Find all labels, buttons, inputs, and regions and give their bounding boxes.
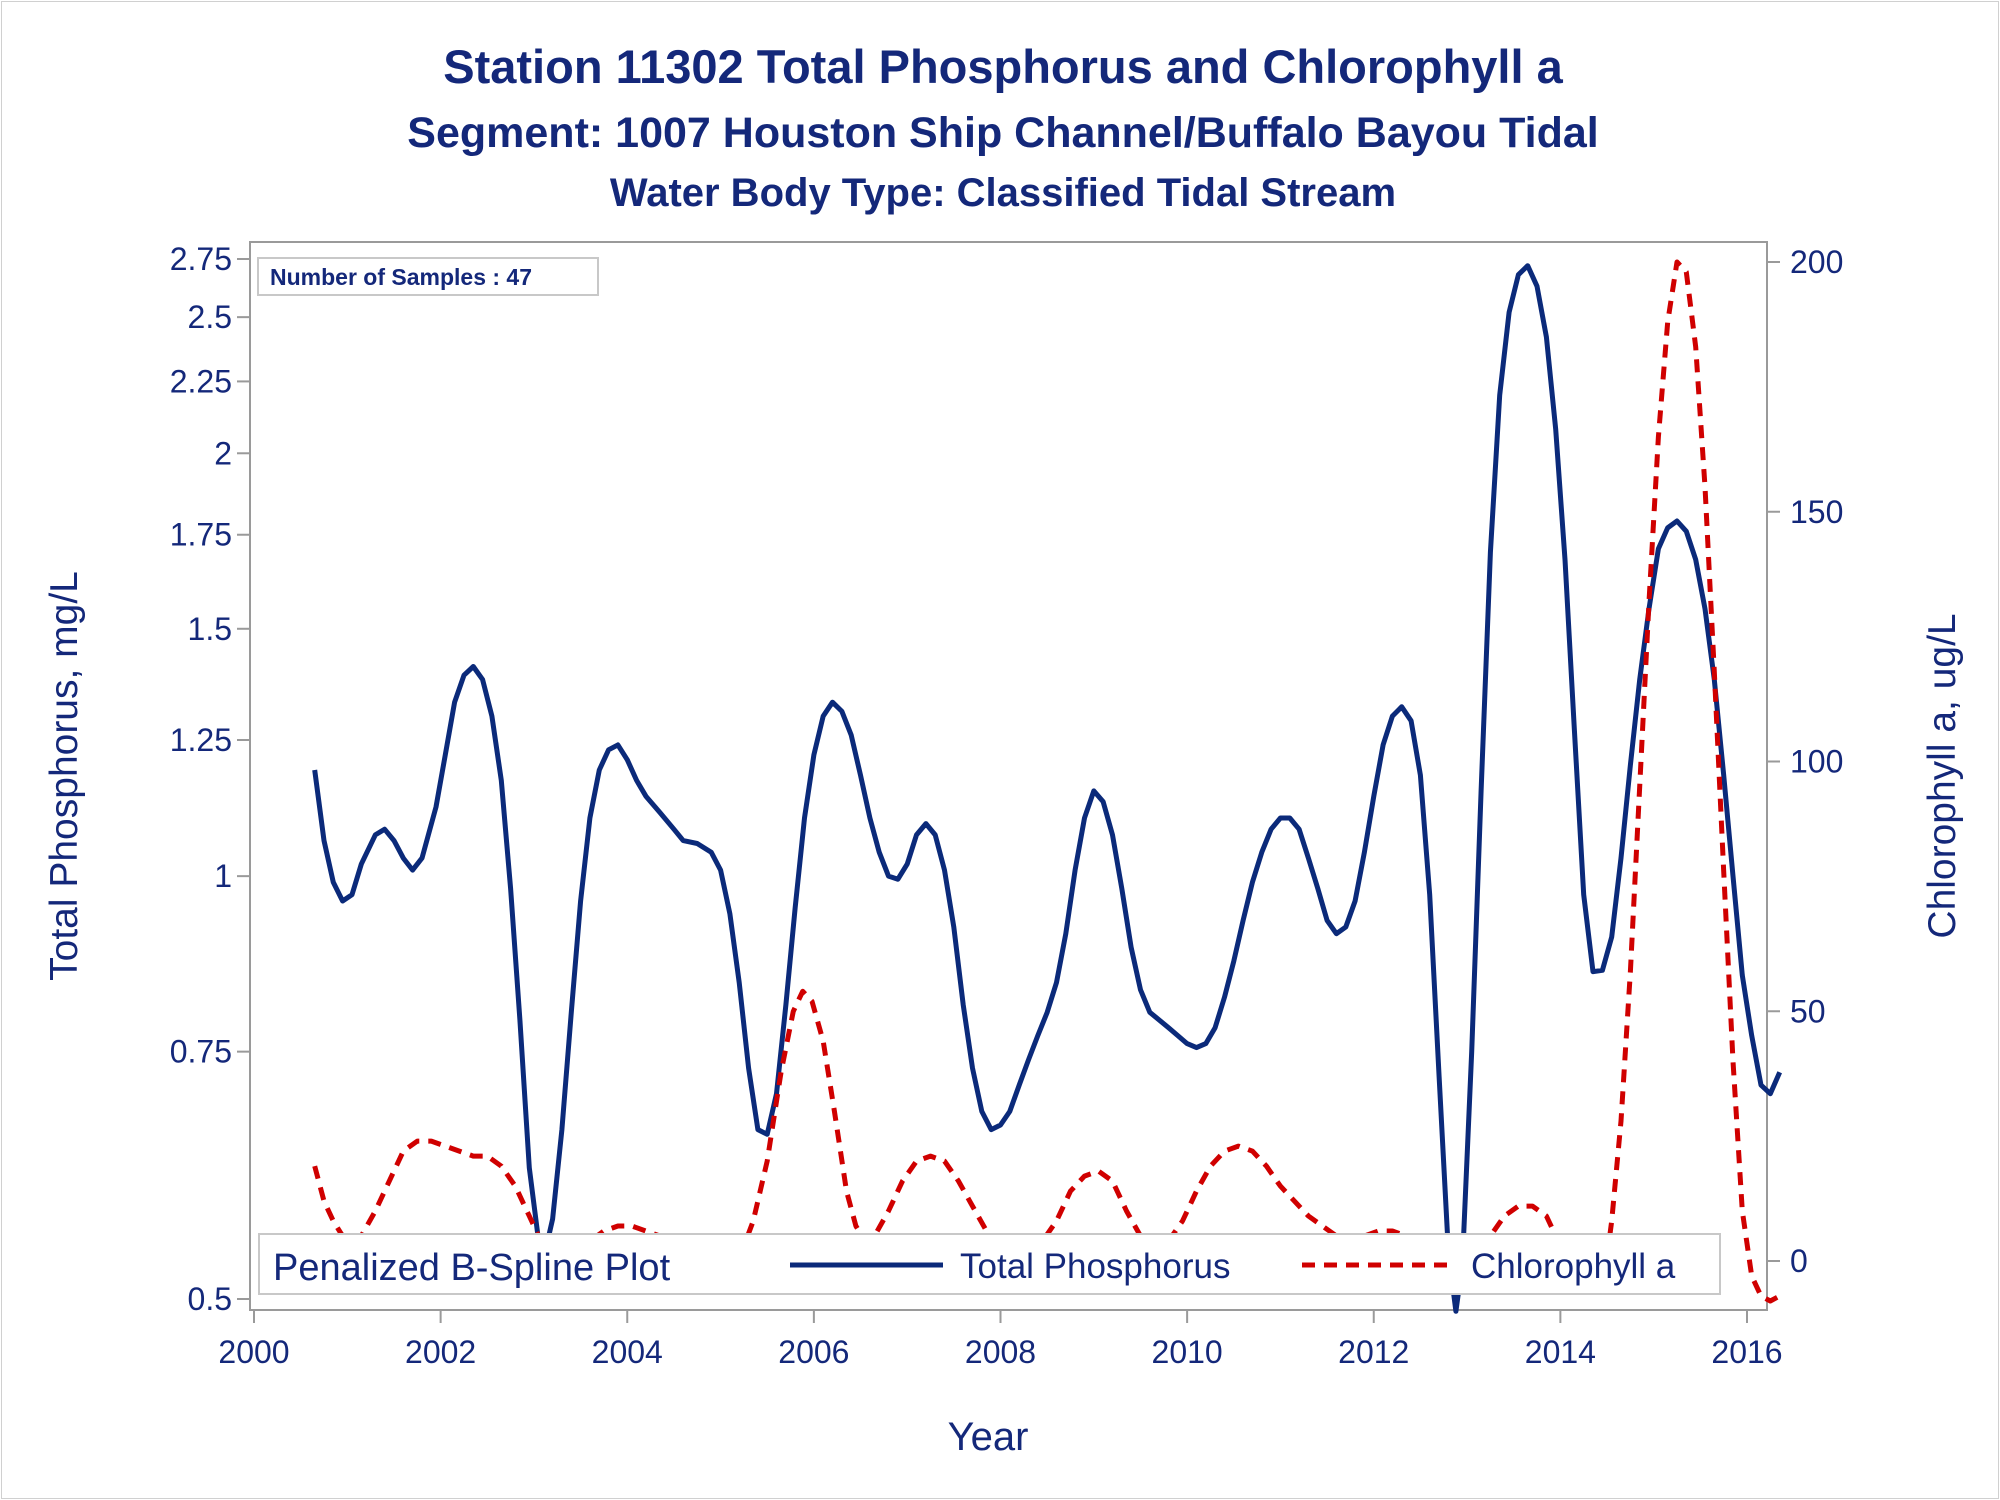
y-tick-label: 1.75 — [170, 517, 232, 553]
x-tick-label: 2016 — [1711, 1334, 1782, 1370]
sample-count-text: Number of Samples : 47 — [270, 264, 532, 290]
y2-tick-label: 0 — [1790, 1243, 1808, 1279]
y2-axis-label: Chlorophyll a, ug/L — [1921, 613, 1964, 938]
x-tick-label: 2004 — [592, 1334, 663, 1370]
y-tick-label: 1.5 — [188, 611, 232, 647]
y-axis-label: Total Phosphorus, mg/L — [43, 571, 86, 981]
chart-subtitle-waterbody: Water Body Type: Classified Tidal Stream — [610, 171, 1396, 215]
y2-tick-label: 100 — [1790, 744, 1843, 780]
y2-tick-label: 50 — [1790, 993, 1826, 1029]
y-tick-label: 2.25 — [170, 363, 232, 399]
plot-area — [249, 241, 1768, 1311]
x-tick-label: 2012 — [1338, 1334, 1409, 1370]
chart-title: Station 11302 Total Phosphorus and Chlor… — [443, 40, 1563, 93]
legend-chl-label: Chlorophyll a — [1471, 1247, 1676, 1286]
legend-tp-label: Total Phosphorus — [960, 1247, 1230, 1286]
y-tick-label: 2 — [214, 435, 232, 471]
total-phosphorus-series-line — [312, 263, 1782, 1314]
y-axis-left: 0.5 0.75 1 1.25 1.5 1.75 2 2.25 2.5 2.75 — [170, 241, 250, 1317]
x-axis-label: Year — [948, 1415, 1029, 1459]
sample-count-box — [257, 257, 599, 296]
legend-title: Penalized B-Spline Plot — [273, 1247, 671, 1289]
x-tick-label: 2014 — [1525, 1334, 1596, 1370]
y-axis-right: 0 50 100 150 200 — [1767, 244, 1843, 1279]
legend-box — [258, 1233, 1721, 1295]
y-tick-label: 1.25 — [170, 722, 232, 758]
x-tick-label: 2010 — [1152, 1334, 1223, 1370]
x-axis: 2000 2002 2004 2006 2008 2010 2012 2014 2016 — [218, 1310, 1783, 1370]
x-tick-label: 2000 — [218, 1334, 289, 1370]
y-tick-label: 0.75 — [170, 1034, 232, 1070]
x-tick-label: 2002 — [405, 1334, 476, 1370]
y-tick-label: 0.5 — [188, 1281, 232, 1317]
y-tick-label: 2.5 — [188, 299, 232, 335]
y-tick-label: 1 — [214, 858, 232, 894]
chart-subtitle-segment: Segment: 1007 Houston Ship Channel/Buffa… — [407, 109, 1598, 157]
y2-tick-label: 150 — [1790, 494, 1843, 530]
x-tick-label: 2006 — [778, 1334, 849, 1370]
y2-tick-label: 200 — [1790, 244, 1843, 280]
y-tick-label: 2.75 — [170, 241, 232, 277]
x-tick-label: 2008 — [965, 1334, 1036, 1370]
